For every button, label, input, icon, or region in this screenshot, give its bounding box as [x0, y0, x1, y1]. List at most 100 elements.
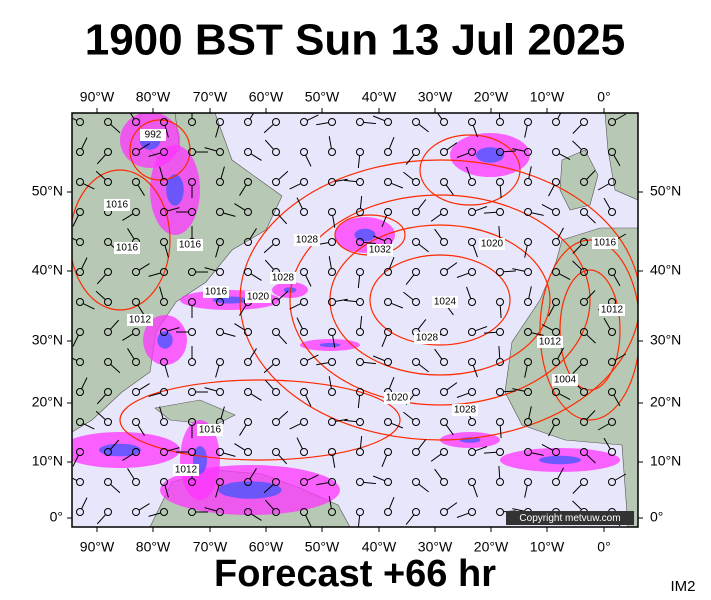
- station: [356, 508, 364, 516]
- lon-label: 10°W: [530, 539, 565, 555]
- barb: [472, 125, 478, 138]
- contour-label-bg: [367, 244, 393, 256]
- barb: [215, 365, 220, 378]
- isobar: [419, 134, 521, 206]
- barb: [586, 214, 596, 224]
- station: [328, 238, 336, 246]
- isobars: [72, 119, 638, 461]
- station: [580, 118, 588, 126]
- barb: [72, 117, 78, 121]
- isobar: [559, 269, 621, 391]
- station: [104, 478, 112, 486]
- station: [496, 118, 504, 126]
- lat-label: 40°N: [650, 262, 681, 278]
- barb: [557, 347, 564, 360]
- barb: [466, 166, 472, 179]
- barb: [72, 357, 78, 361]
- title: 1900 BST Sun 13 Jul 2025: [85, 16, 626, 65]
- barb: [456, 152, 469, 158]
- lon-label: 20°W: [474, 539, 509, 555]
- station: [356, 148, 364, 156]
- station: [160, 448, 168, 456]
- barb: [363, 361, 376, 365]
- barb: [475, 326, 488, 332]
- contour-label: 1032: [369, 245, 392, 256]
- barb: [72, 334, 79, 347]
- station: [76, 178, 84, 186]
- station: [608, 328, 616, 336]
- contour-label: 1004: [554, 375, 577, 386]
- station: [524, 268, 532, 276]
- barb: [388, 496, 395, 509]
- station: [160, 328, 168, 336]
- barb: [306, 474, 319, 481]
- station: [76, 508, 84, 516]
- barb: [446, 262, 458, 271]
- station: [384, 448, 392, 456]
- station: [328, 268, 336, 276]
- barb: [372, 475, 385, 482]
- barb: [305, 514, 312, 527]
- barb: [456, 272, 469, 278]
- barb: [472, 485, 478, 498]
- station: [608, 478, 616, 486]
- station: [384, 328, 392, 336]
- barb: [296, 197, 303, 210]
- station: [440, 238, 448, 246]
- barb: [250, 153, 262, 161]
- station: [524, 148, 532, 156]
- rain-core: [319, 342, 341, 348]
- station: [132, 328, 140, 336]
- station: [76, 238, 84, 246]
- station: [76, 118, 84, 126]
- barb: [289, 183, 302, 190]
- station: [580, 238, 588, 246]
- station: [384, 178, 392, 186]
- station: [216, 118, 224, 126]
- contour-label: 1020: [481, 239, 504, 250]
- station: [552, 418, 560, 426]
- barb: [249, 228, 257, 240]
- station: [468, 418, 476, 426]
- barb: [127, 228, 135, 240]
- station: [496, 268, 504, 276]
- barb: [456, 392, 469, 398]
- station: [496, 508, 504, 516]
- station: [244, 328, 252, 336]
- contour-label: 1020: [247, 292, 270, 303]
- barb: [95, 410, 106, 421]
- station: [496, 328, 504, 336]
- station: [300, 478, 308, 486]
- station: [384, 208, 392, 216]
- barb: [597, 423, 610, 431]
- barb: [215, 245, 220, 258]
- station: [524, 388, 532, 396]
- station: [328, 478, 336, 486]
- barb: [572, 140, 582, 150]
- barb: [289, 303, 302, 310]
- barb: [498, 466, 501, 479]
- station: [496, 178, 504, 186]
- barb: [430, 213, 442, 222]
- barb: [148, 392, 161, 397]
- barb: [159, 406, 164, 419]
- station: [244, 388, 252, 396]
- station: [300, 418, 308, 426]
- station: [524, 238, 532, 246]
- station: [216, 178, 224, 186]
- station: [160, 388, 168, 396]
- barb: [531, 452, 544, 456]
- barb: [484, 331, 497, 334]
- barb: [344, 179, 357, 183]
- barb: [434, 348, 443, 360]
- station: [496, 298, 504, 306]
- barb: [159, 166, 164, 179]
- station: [216, 148, 224, 156]
- barb: [263, 363, 274, 374]
- station: [216, 328, 224, 336]
- station: [272, 178, 280, 186]
- barb: [335, 418, 348, 422]
- lon-label: 90°W: [80, 539, 115, 555]
- barb: [572, 124, 582, 134]
- station: [608, 178, 616, 186]
